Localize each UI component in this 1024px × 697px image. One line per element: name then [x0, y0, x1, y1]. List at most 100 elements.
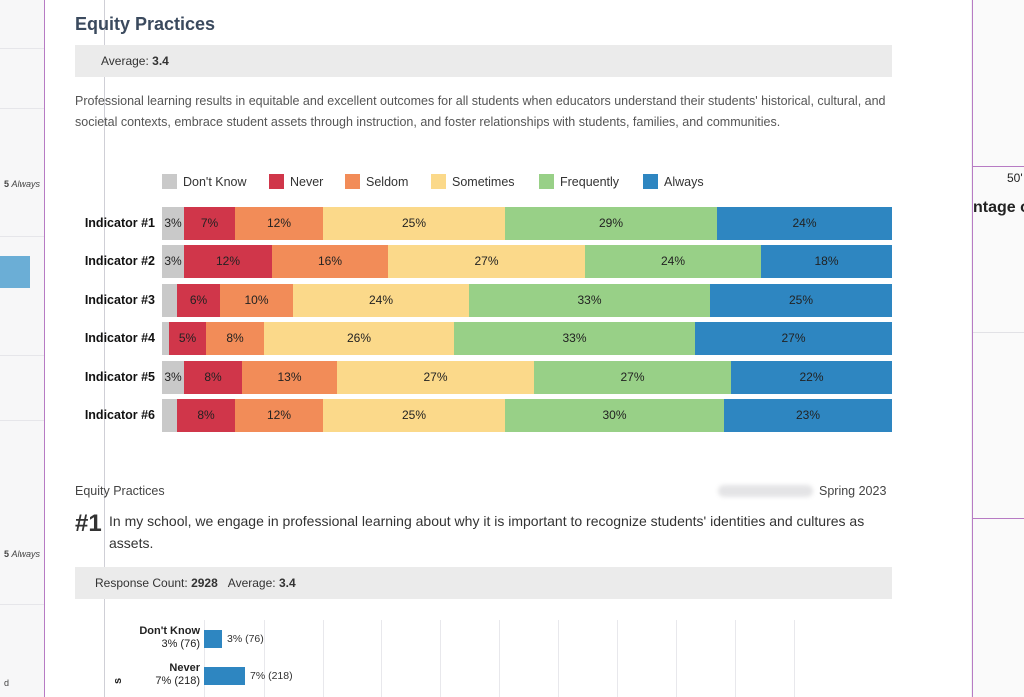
segment-value-label: 12% — [266, 216, 292, 230]
segment-value-label: 16% — [317, 254, 343, 268]
bar-segment-never: 6% — [177, 284, 220, 317]
segment-value-label: 27% — [620, 370, 645, 384]
segment-value-label: 6% — [189, 293, 208, 307]
question-section-label: Equity Practices — [75, 484, 165, 498]
segment-value-label: 7% — [200, 216, 219, 230]
gridline — [0, 355, 44, 356]
bar-segment-seldom: 13% — [242, 361, 337, 394]
bar-segment-frequently: 33% — [454, 322, 695, 355]
bar-segment-never: 12% — [184, 245, 272, 278]
page-fold-line — [104, 0, 105, 697]
bar-segment-sometimes: 27% — [388, 245, 585, 278]
scale-label: 5 Always — [4, 549, 41, 559]
legend-never: Never — [269, 174, 323, 189]
segment-value-label: 26% — [346, 331, 372, 345]
bar-segment-frequently: 27% — [534, 361, 731, 394]
legend-frequently: Frequently — [539, 174, 619, 189]
segment-value-label: 29% — [598, 216, 624, 230]
bar-segment-frequently: 24% — [585, 245, 761, 278]
bar-segment-always: 22% — [731, 361, 892, 394]
response-category-label: Never 7% (218) — [155, 662, 200, 687]
indicator-label: Indicator #2 — [84, 254, 155, 268]
segment-value-label: 33% — [577, 293, 602, 307]
indicator-bar-row: 3% 7% 12% 25% 29% 24% — [162, 207, 892, 240]
response-value-label: 3% (76) — [227, 633, 264, 645]
response-bar — [204, 667, 245, 685]
indicator-bar-row: 6% 10% 24% 33% 25% — [162, 284, 892, 317]
segment-value-label: 27% — [423, 370, 448, 384]
indicator-label: Indicator #6 — [84, 408, 155, 422]
term-label: Spring 2023 — [819, 484, 887, 498]
bar-segment-seldom: 12% — [235, 207, 323, 240]
indicator-bar-row: 3% 8% 13% 27% 27% 22% — [162, 361, 892, 394]
section-description: Professional learning results in equitab… — [75, 94, 886, 129]
question-text: In my school, we engage in professional … — [109, 513, 865, 551]
response-value-label: 7% (218) — [250, 670, 293, 682]
partial-bar — [0, 256, 30, 288]
legend-always: Always — [643, 174, 704, 189]
bar-segment-dont-know: 3% — [162, 207, 184, 240]
question-number: #1 — [75, 510, 102, 537]
bar-segment-always: 27% — [695, 322, 892, 355]
bar-segment-seldom: 16% — [272, 245, 388, 278]
segment-value-label: 3% — [164, 370, 182, 384]
bar-segment-seldom: 10% — [220, 284, 293, 317]
segment-value-label: 24% — [368, 293, 394, 307]
segment-value-label: 3% — [164, 254, 182, 268]
bar-segment-always: 23% — [724, 399, 892, 432]
segment-value-label: 18% — [814, 254, 839, 268]
gridline — [735, 620, 736, 697]
segment-value-label: 8% — [197, 408, 215, 422]
bar-segment-never: 7% — [184, 207, 235, 240]
gridline — [0, 236, 44, 237]
bar-segment-sometimes: 26% — [264, 322, 454, 355]
gridline — [0, 108, 44, 109]
bar-segment-dont-know: 3% — [162, 361, 184, 394]
bar-segment-sometimes: 25% — [323, 399, 505, 432]
indicator-label: Indicator #5 — [84, 370, 155, 384]
divider — [973, 332, 1024, 333]
bar-segment-never: 5% — [169, 322, 206, 355]
bar-segment-frequently: 29% — [505, 207, 717, 240]
segment-value-label: 23% — [795, 408, 821, 422]
legend-seldom: Seldom — [345, 174, 408, 189]
bar-segment-sometimes: 27% — [337, 361, 534, 394]
gridline — [558, 620, 559, 697]
segment-value-label: 27% — [474, 254, 499, 268]
cut-text: d — [4, 678, 10, 688]
gridline — [676, 620, 677, 697]
average-bar: Average: 3.4 — [75, 45, 892, 77]
gridline — [323, 620, 324, 697]
indicator-label: Indicator #1 — [84, 216, 155, 230]
segment-value-label: 8% — [204, 370, 222, 384]
bar-segment-dont-know — [162, 284, 177, 317]
segment-value-label: 10% — [244, 293, 269, 307]
adjacent-page-right: 50' ntage o — [972, 0, 1024, 697]
bar-segment-seldom: 8% — [206, 322, 264, 355]
gridline — [617, 620, 618, 697]
bar-segment-dont-know: 3% — [162, 245, 184, 278]
scale-label: 5 Always — [4, 179, 41, 189]
bar-segment-frequently: 30% — [505, 399, 724, 432]
bar-segment-dont-know — [162, 322, 169, 355]
legend-sometimes: Sometimes — [431, 174, 515, 189]
response-count-bar: Response Count: 2928 Average: 3.4 — [75, 567, 892, 599]
response-count-text: Response Count: 2928 Average: 3.4 — [95, 576, 296, 590]
gridline — [499, 620, 500, 697]
response-category-label: Don't Know 3% (76) — [139, 625, 200, 650]
divider — [973, 518, 1024, 519]
segment-value-label: 24% — [660, 254, 686, 268]
segment-value-label: 5% — [178, 331, 197, 345]
segment-value-label: 3% — [164, 216, 182, 230]
gridline — [0, 420, 44, 421]
bar-segment-always: 18% — [761, 245, 892, 278]
bar-segment-never: 8% — [184, 361, 242, 394]
segment-value-label: 25% — [401, 408, 427, 422]
divider — [973, 166, 1024, 167]
indicator-label: Indicator #3 — [84, 293, 155, 307]
bar-segment-always: 24% — [717, 207, 892, 240]
adjacent-page-left: 5 Always 5 Always d — [0, 0, 45, 697]
bar-segment-dont-know — [162, 399, 177, 432]
response-bar — [204, 630, 222, 648]
segment-value-label: 8% — [226, 331, 244, 345]
